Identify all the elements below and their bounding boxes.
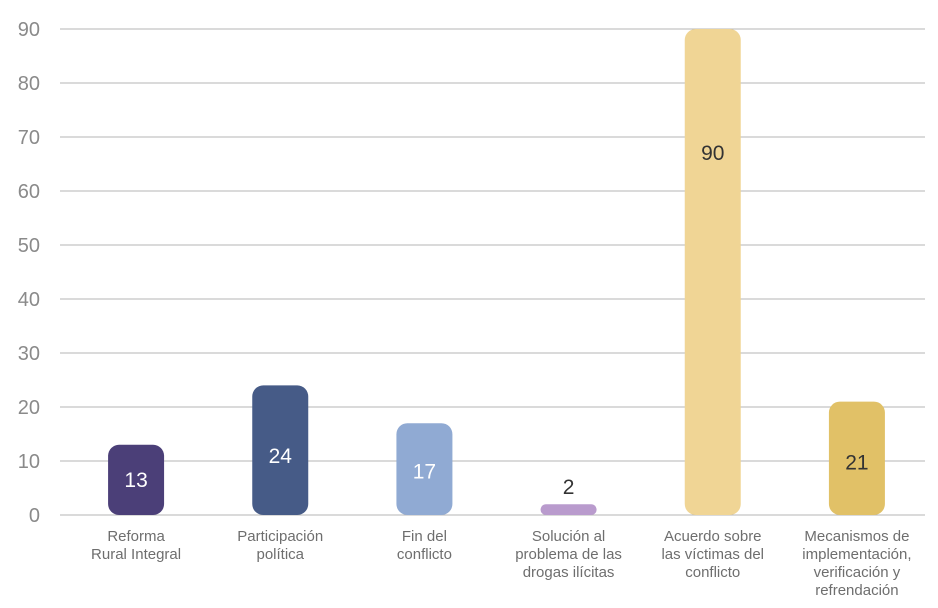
data-label: 24 [269,445,293,468]
y-tick-label: 0 [29,505,40,527]
data-label: 2 [563,476,575,499]
x-category-label-line: drogas ilícitas [523,564,615,581]
data-label: 17 [413,460,436,483]
y-tick-label: 80 [18,73,40,95]
y-tick-label: 10 [18,451,40,473]
x-category-label-line: Fin del [402,528,447,545]
gridlines [60,28,925,516]
x-category-label-line: conflicto [685,564,740,581]
y-axis-ticks: 0 10 20 30 40 50 60 70 80 90 [18,19,40,527]
data-labels: 13 24 17 2 90 21 [124,142,868,499]
x-category-label-line: Participación [237,528,323,545]
x-category-label: Solución al problema de las drogas ilícita… [515,528,622,581]
bar [540,504,597,515]
y-tick-label: 60 [18,181,40,203]
x-category-label: Reforma Rural Integral [91,528,181,563]
x-category-label-line: refrendación [815,582,898,599]
data-label: 21 [845,452,868,475]
x-category-label-line: Mecanismos de [804,528,909,545]
x-category-label: Mecanismos de implementación, verificación… [802,528,911,599]
bar [396,423,453,515]
x-category-label-line: Reforma [107,528,165,545]
x-category-label-line: Acuerdo sobre [664,528,762,545]
x-category-label-line: Solución al [532,528,605,545]
data-label: 13 [124,469,147,492]
x-category-label-line: política [256,546,304,563]
x-category-label-line: implementación, [802,546,911,563]
y-tick-label: 20 [18,397,40,419]
bar [828,401,885,515]
bar [684,29,741,515]
x-category-label: Participación política [237,528,323,563]
y-tick-label: 90 [18,19,40,41]
y-tick-label: 50 [18,235,40,257]
x-category-label-line: las víctimas del [661,546,764,563]
bars [108,29,885,515]
x-axis-categories: Reforma Rural Integral Participación políti… [91,528,911,599]
bar [108,444,165,515]
y-tick-label: 70 [18,127,40,149]
x-category-label-line: problema de las [515,546,622,563]
x-category-label: Fin del conflicto [397,528,452,563]
x-category-label: Acuerdo sobre las víctimas del conflicto [661,528,764,581]
bar [252,385,309,515]
x-category-label-line: Rural Integral [91,546,181,563]
y-tick-label: 30 [18,343,40,365]
x-category-label-line: conflicto [397,546,452,563]
y-tick-label: 40 [18,289,40,311]
x-category-label-line: verificación y [814,564,901,581]
data-label: 90 [701,142,724,165]
